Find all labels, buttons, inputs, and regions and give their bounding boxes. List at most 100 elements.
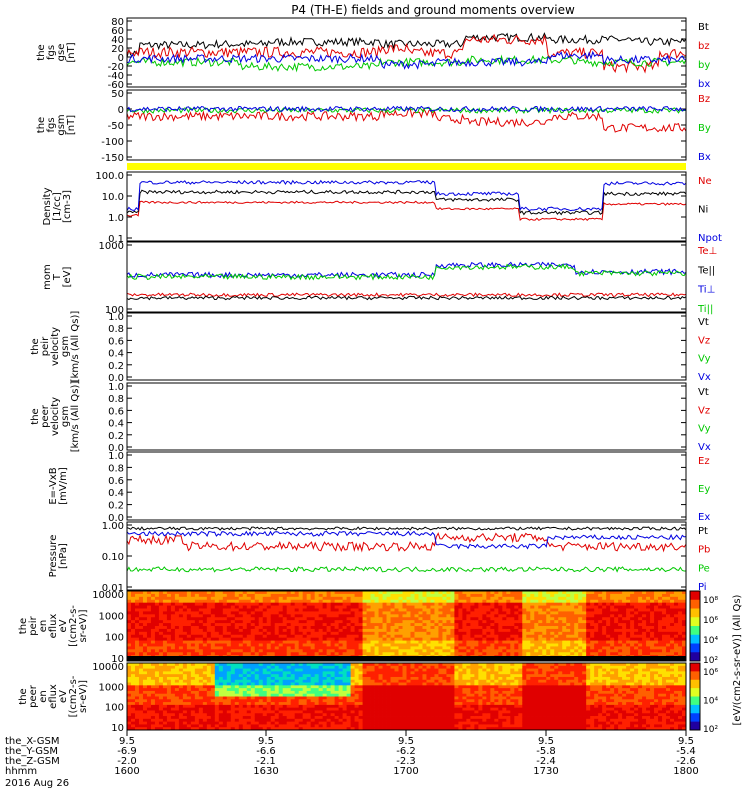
- heatmap-cell: [330, 696, 336, 700]
- heatmap-cell: [574, 614, 579, 618]
- heatmap-cell: [146, 702, 152, 706]
- heatmap-cell: [502, 593, 507, 598]
- heatmap-cell: [682, 617, 687, 621]
- heatmap-cell: [302, 593, 308, 598]
- heatmap-cell: [342, 605, 347, 609]
- heatmap-cell: [226, 663, 232, 667]
- heatmap-cell: [214, 679, 220, 683]
- heatmap-cell: [334, 693, 340, 697]
- heatmap-cell: [394, 596, 399, 601]
- heatmap-cell: [242, 652, 248, 656]
- heatmap-cell: [670, 646, 675, 650]
- heatmap-cell: [142, 620, 148, 624]
- heatmap-cell: [634, 643, 639, 647]
- heatmap-cell: [390, 620, 395, 624]
- heatmap-cell: [378, 637, 383, 641]
- heatmap-cell: [150, 634, 156, 639]
- heatmap-cell: [226, 634, 232, 639]
- heatmap-cell: [326, 707, 332, 711]
- heatmap-cell: [290, 682, 296, 686]
- heatmap-cell: [430, 599, 435, 604]
- heatmap-cell: [158, 611, 164, 615]
- heatmap-cell: [210, 674, 216, 678]
- heatmap-cell: [674, 596, 679, 601]
- heatmap-cell: [394, 631, 399, 636]
- heatmap-cell: [162, 690, 168, 695]
- heatmap-cell: [210, 591, 216, 595]
- heatmap-cell: [302, 628, 308, 633]
- heatmap-cell: [286, 713, 292, 717]
- heatmap-cell: [618, 599, 623, 604]
- heatmap-cell: [130, 682, 136, 686]
- heatmap-cell: [150, 724, 156, 728]
- y-tick-label: 0.6: [108, 406, 124, 417]
- heatmap-cell: [162, 643, 168, 647]
- heatmap-cell: [138, 693, 144, 697]
- heatmap-cell: [406, 649, 411, 653]
- heatmap-cell: [150, 702, 156, 706]
- heatmap-cell: [414, 599, 419, 604]
- heatmap-cell: [290, 702, 296, 706]
- heatmap-cell: [326, 652, 332, 656]
- heatmap-cell: [242, 688, 248, 692]
- heatmap-cell: [302, 602, 308, 606]
- heatmap-cell: [582, 608, 587, 612]
- heatmap-cell: [614, 614, 619, 618]
- heatmap-cell: [410, 640, 415, 644]
- heatmap-cell: [494, 593, 499, 598]
- heatmap-cell: [522, 593, 527, 598]
- heatmap-cell: [618, 623, 623, 627]
- heatmap-cell: [278, 690, 284, 695]
- heatmap-cell: [286, 602, 292, 606]
- heatmap-cell: [354, 614, 359, 618]
- heatmap-cell: [150, 699, 156, 703]
- heatmap-cell: [654, 596, 659, 601]
- heatmap-cell: [454, 591, 459, 595]
- heatmap-cell: [270, 646, 276, 650]
- heatmap-cell: [342, 727, 347, 731]
- heatmap-cell: [554, 617, 559, 621]
- heatmap-cell: [526, 649, 531, 653]
- heatmap-cell: [442, 611, 447, 615]
- heatmap-cell: [526, 640, 531, 644]
- heatmap-cell: [386, 620, 391, 624]
- heatmap-cell: [406, 620, 411, 624]
- heatmap-cell: [422, 640, 427, 644]
- heatmap-cell: [266, 704, 272, 709]
- heatmap-cell: [290, 710, 296, 714]
- heatmap-cell: [338, 674, 344, 678]
- heatmap-cell: [514, 634, 519, 639]
- heatmap-cell: [282, 702, 288, 706]
- heatmap-cell: [566, 602, 571, 606]
- heatmap-cell: [454, 614, 459, 618]
- heatmap-cell: [506, 599, 511, 604]
- heatmap-cell: [298, 593, 304, 598]
- heatmap-cell: [218, 685, 224, 689]
- heatmap-cell: [258, 640, 264, 644]
- heatmap-cell: [314, 682, 320, 686]
- heatmap-cell: [266, 707, 272, 711]
- heatmap-cell: [358, 626, 363, 630]
- heatmap-cell: [127, 696, 132, 700]
- heatmap-cell: [174, 640, 180, 644]
- heatmap-cell: [127, 702, 132, 706]
- heatmap-cell: [134, 593, 140, 598]
- heatmap-cell: [202, 640, 208, 644]
- heatmap-cell: [602, 602, 607, 606]
- heatmap-cell: [127, 721, 132, 725]
- heatmap-cell: [374, 599, 379, 604]
- y-axis-label: [km/s (All Qs)]: [70, 311, 81, 383]
- heatmap-cell: [354, 637, 359, 641]
- heatmap-cell: [530, 649, 535, 653]
- heatmap-cell: [210, 649, 216, 653]
- heatmap-cell: [522, 599, 527, 604]
- heatmap-cell: [250, 716, 256, 720]
- heatmap-cell: [302, 671, 308, 675]
- heatmap-cell: [270, 628, 276, 633]
- heatmap-cell: [250, 690, 256, 695]
- heatmap-cell: [678, 605, 683, 609]
- heatmap-cell: [366, 652, 371, 656]
- heatmap-cell: [566, 591, 571, 595]
- heatmap-cell: [166, 710, 172, 714]
- heatmap-cell: [166, 602, 172, 606]
